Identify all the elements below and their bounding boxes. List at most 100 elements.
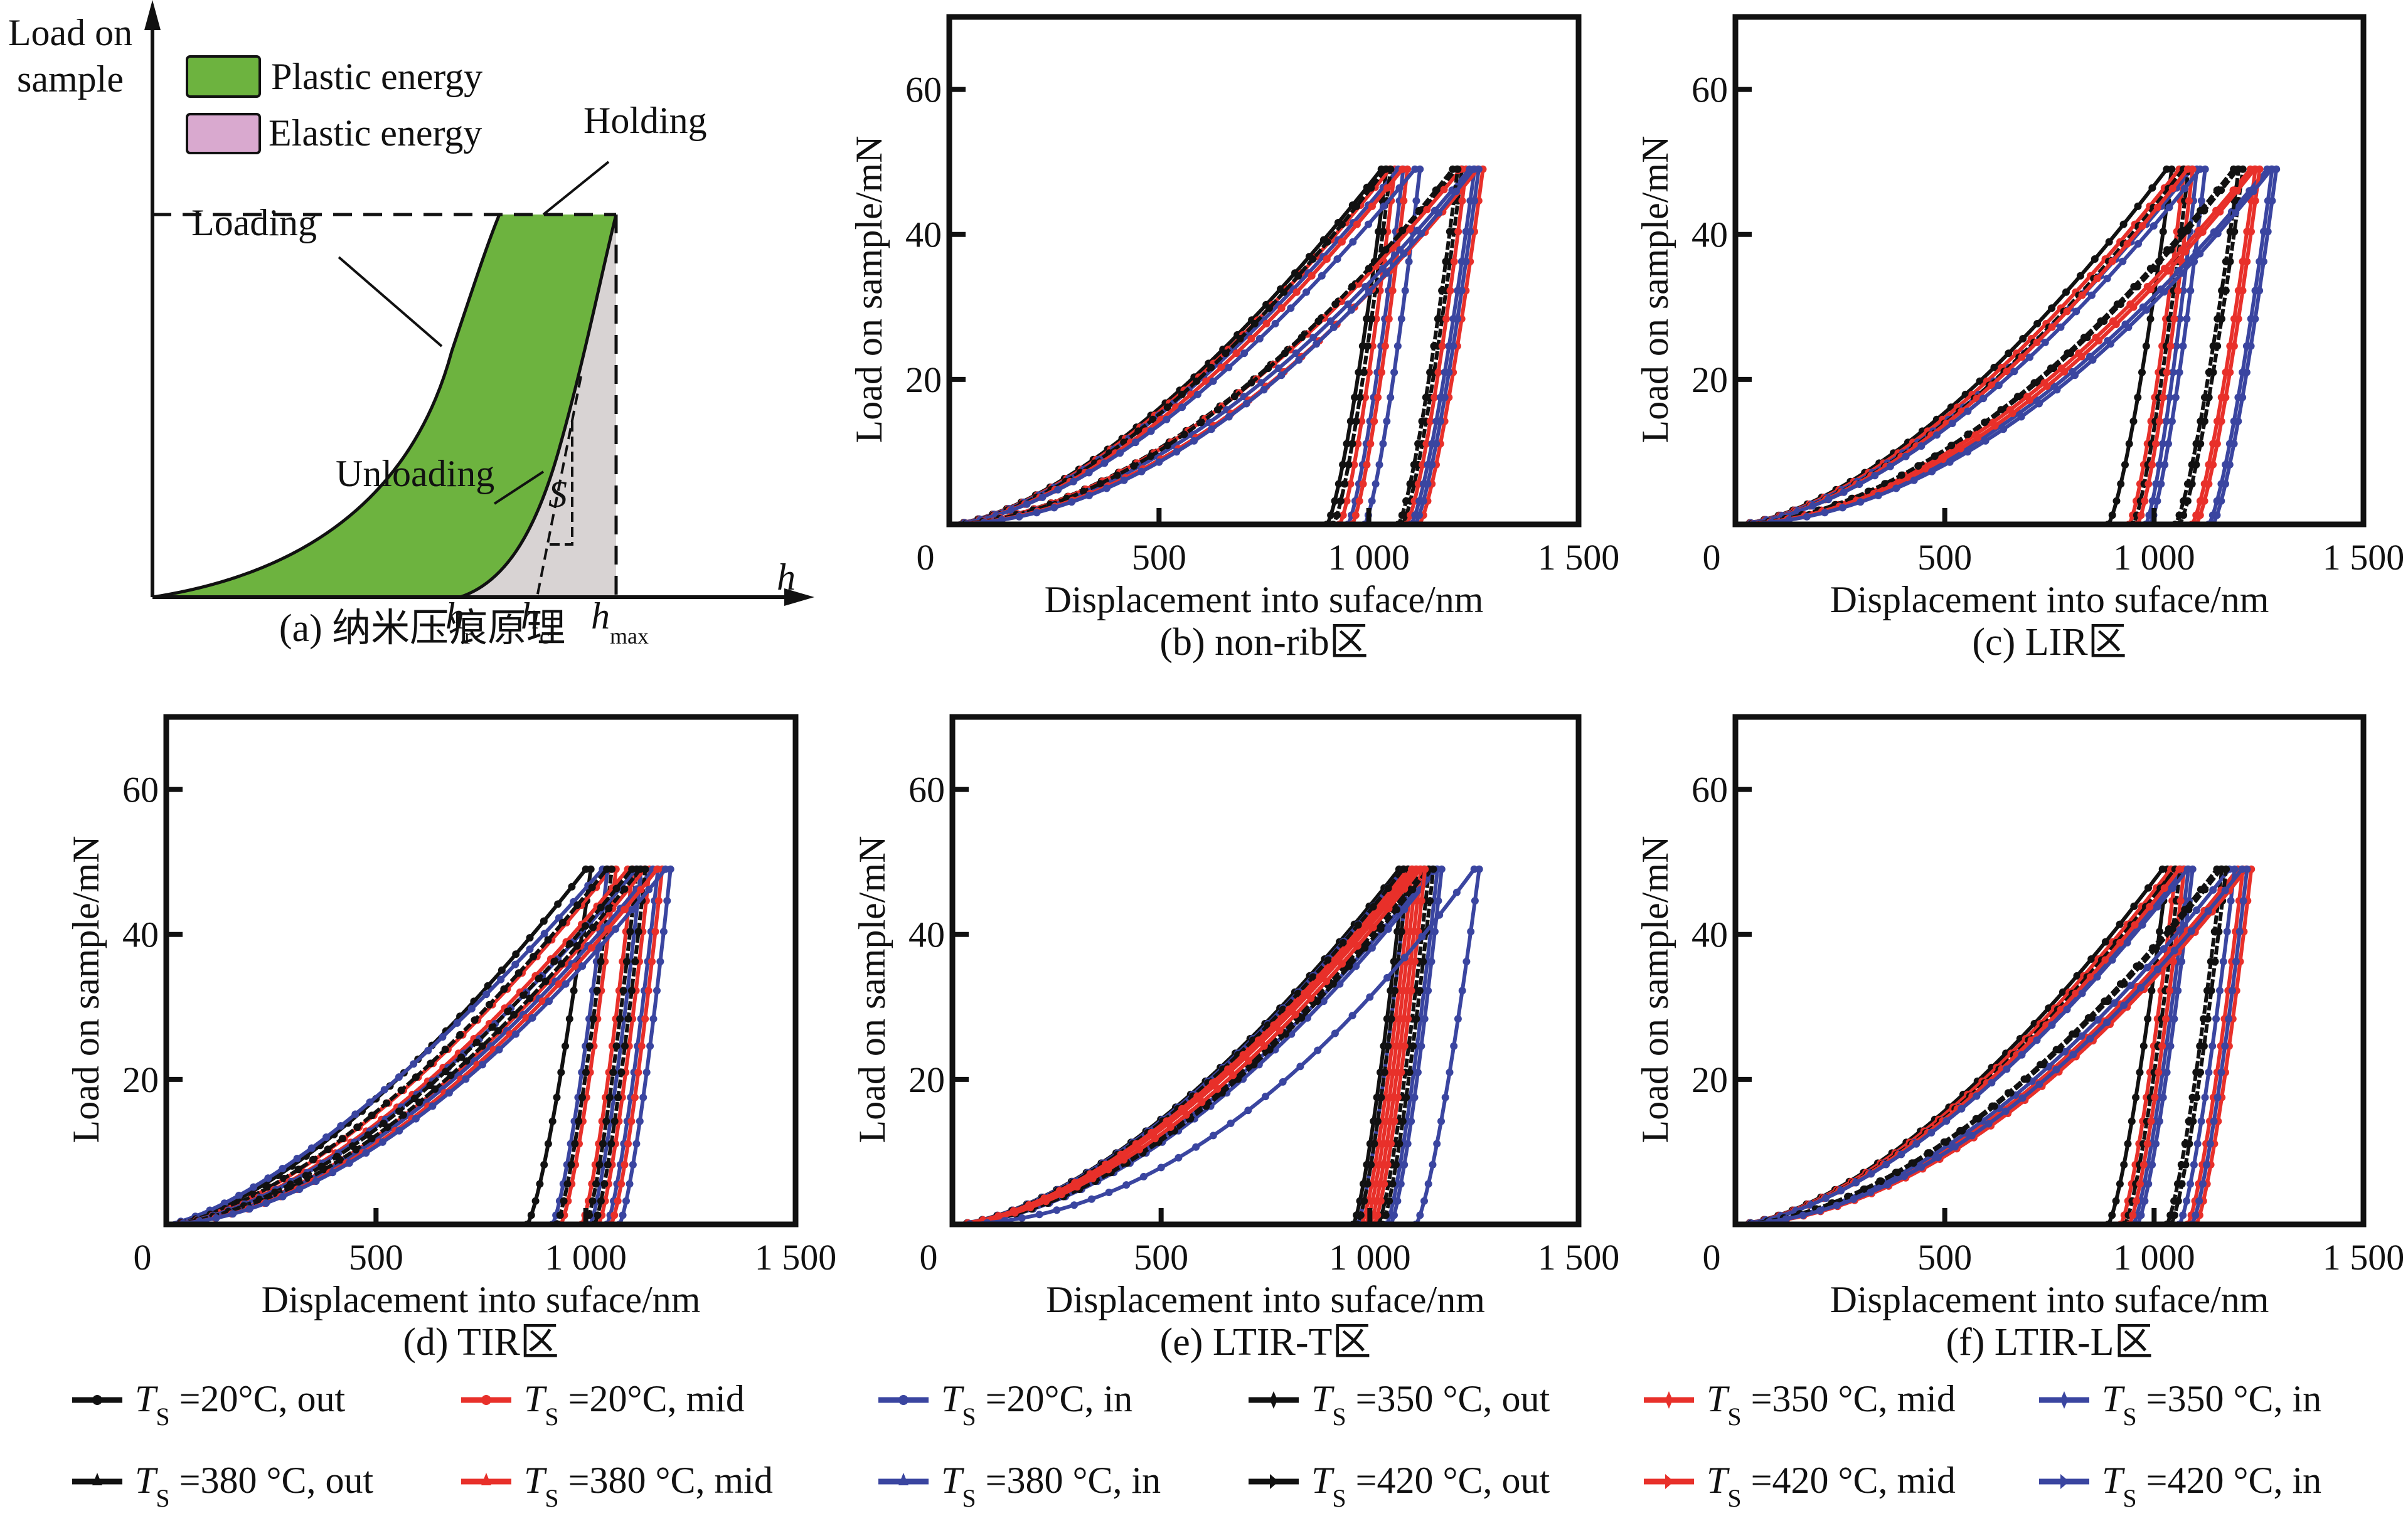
data-point [645, 886, 653, 894]
data-point [1964, 448, 1972, 456]
data-point [1897, 1150, 1905, 1159]
data-point [548, 1117, 557, 1125]
series-line-e-3 [952, 867, 1410, 1224]
data-point [1353, 202, 1361, 210]
data-point [1931, 452, 1939, 460]
data-point [1410, 958, 1419, 965]
data-point [1942, 1138, 1950, 1146]
data-point [2072, 989, 2080, 997]
data-point [2035, 1080, 2043, 1088]
data-point [1837, 1187, 1845, 1195]
data-point [609, 1068, 617, 1076]
data-point [2159, 1093, 2167, 1101]
data-point [2221, 886, 2229, 894]
data-point [320, 1165, 328, 1174]
data-point [2169, 368, 2177, 376]
data-point [1981, 418, 1989, 427]
data-point [2196, 250, 2204, 258]
y-tick-label: 60 [1691, 70, 1728, 110]
data-point [1419, 497, 1427, 505]
data-point [2101, 956, 2109, 964]
data-point [1909, 1159, 1917, 1167]
data-point [617, 1180, 626, 1188]
data-point [1295, 356, 1303, 364]
data-point [642, 1068, 651, 1076]
data-point [621, 885, 629, 893]
legend-marker-diamond-icon [1665, 1391, 1673, 1409]
series-line-c-7 [1735, 167, 2258, 524]
data-point [439, 1033, 447, 1041]
data-point [2201, 886, 2209, 894]
data-point [2077, 1032, 2086, 1040]
data-point [2256, 287, 2264, 295]
data-point [2153, 203, 2161, 211]
data-point [1902, 452, 1910, 460]
data-point [1374, 393, 1382, 401]
data-point [2130, 283, 2138, 290]
data-point [2165, 203, 2173, 211]
data-point [2209, 342, 2217, 350]
data-point [2188, 460, 2196, 469]
data-point [1209, 1132, 1217, 1140]
data-point [1213, 1085, 1222, 1093]
data-point [1230, 393, 1239, 401]
data-point [2187, 927, 2195, 935]
data-point [594, 1211, 602, 1219]
data-point [1377, 1197, 1385, 1205]
data-point [1434, 315, 1442, 323]
data-point [1406, 480, 1414, 488]
data-point [1198, 1098, 1206, 1106]
data-point [1462, 958, 1471, 965]
data-point [1319, 997, 1328, 1005]
unloading-leader-line [493, 470, 545, 505]
data-point [362, 1149, 370, 1157]
series-line-d-3 [166, 867, 614, 1224]
data-point [1260, 386, 1268, 394]
series-line-c-9 [1735, 167, 2241, 524]
data-point [1341, 480, 1349, 488]
chart-panel-f: 20 40 60 0 500 1 000 1 500 Displacement into su… [1634, 714, 2404, 1364]
data-point [453, 1019, 461, 1027]
data-point [1384, 884, 1392, 892]
series-group [952, 865, 1483, 1224]
data-point [2059, 988, 2067, 996]
data-point [2251, 315, 2259, 323]
data-point [605, 904, 613, 913]
data-point [2239, 393, 2247, 401]
legend-item: TS =20°C, in [878, 1378, 1132, 1431]
data-point [2222, 865, 2230, 873]
data-point [2235, 165, 2243, 173]
data-point [2158, 1042, 2166, 1050]
legend-label: TS =350 °C, out [1311, 1378, 1550, 1431]
data-point [2217, 1068, 2225, 1076]
data-point [2077, 353, 2086, 361]
data-point [2062, 288, 2070, 296]
data-point [2218, 287, 2226, 295]
data-point [2132, 1093, 2140, 1101]
data-point [1402, 1093, 1410, 1101]
data-point [1420, 1015, 1429, 1023]
series-line-d-7 [166, 867, 652, 1224]
data-point [2251, 197, 2259, 205]
data-point [2152, 440, 2160, 448]
data-point [2208, 1042, 2217, 1050]
legend-marker-arrow-icon [1270, 1474, 1279, 1489]
data-point [1281, 1030, 1289, 1038]
data-point [554, 900, 562, 908]
data-point [2142, 306, 2150, 314]
data-point [550, 957, 558, 965]
data-point [2103, 1019, 2111, 1026]
data-point [1339, 511, 1347, 519]
data-point [1217, 363, 1225, 371]
data-point [479, 1061, 486, 1069]
data-point [427, 1059, 435, 1068]
data-point [619, 987, 627, 995]
data-point [560, 1197, 568, 1205]
data-point [1922, 465, 1930, 473]
data-point [1404, 1015, 1412, 1023]
y-tick-label: 40 [908, 915, 945, 955]
data-point [2168, 417, 2176, 425]
data-point [2129, 417, 2138, 425]
data-point [462, 1075, 470, 1083]
data-point [1335, 480, 1343, 488]
